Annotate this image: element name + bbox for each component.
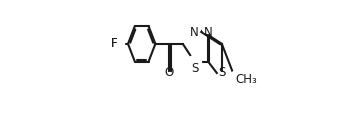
Text: O: O: [164, 66, 174, 79]
Text: F: F: [110, 37, 117, 50]
Text: N: N: [190, 26, 199, 39]
Text: S: S: [191, 62, 198, 75]
Text: F: F: [110, 37, 117, 50]
Text: N: N: [204, 26, 213, 39]
Text: S: S: [218, 66, 226, 79]
Text: CH₃: CH₃: [236, 73, 257, 86]
